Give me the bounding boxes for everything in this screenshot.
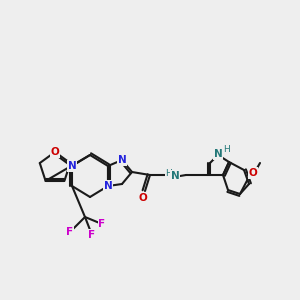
Text: N: N — [68, 161, 76, 171]
Text: H: H — [224, 146, 230, 154]
Text: N: N — [103, 181, 112, 191]
Text: H: H — [166, 169, 172, 178]
Text: N: N — [171, 171, 179, 181]
Text: O: O — [51, 147, 59, 157]
Text: F: F — [66, 227, 74, 237]
Text: F: F — [88, 230, 96, 240]
Text: N: N — [118, 155, 126, 165]
Text: O: O — [249, 168, 257, 178]
Text: F: F — [98, 219, 106, 229]
Text: N: N — [214, 149, 222, 159]
Text: O: O — [139, 193, 147, 203]
